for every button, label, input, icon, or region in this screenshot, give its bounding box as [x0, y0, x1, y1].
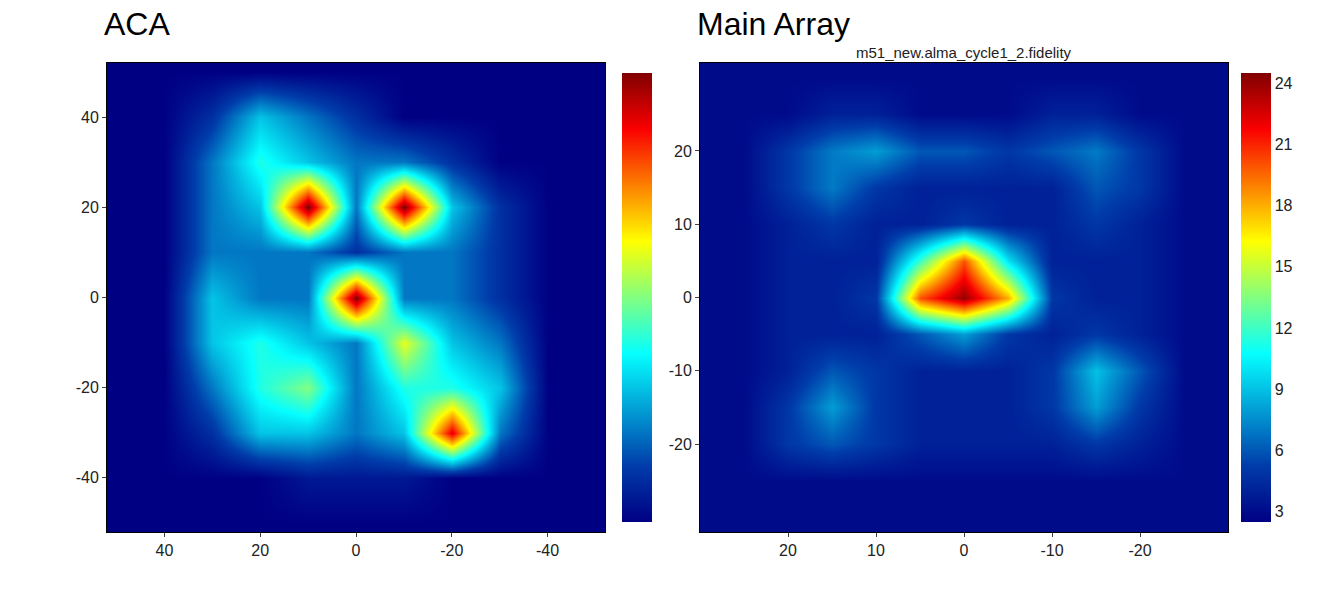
svg-text:20: 20: [251, 542, 269, 559]
svg-text:9: 9: [1275, 381, 1284, 398]
svg-text:m51_new.alma_cycle1_2.fidelity: m51_new.alma_cycle1_2.fidelity: [856, 44, 1072, 61]
svg-text:ACA: ACA: [104, 6, 170, 42]
svg-text:10: 10: [674, 216, 692, 233]
svg-text:21: 21: [1275, 136, 1293, 153]
svg-text:-10: -10: [669, 362, 692, 379]
svg-text:-20: -20: [76, 379, 99, 396]
svg-text:-20: -20: [440, 542, 463, 559]
svg-text:6: 6: [1275, 442, 1284, 459]
svg-text:20: 20: [674, 143, 692, 160]
svg-text:3: 3: [1275, 503, 1284, 520]
svg-text:-20: -20: [1128, 542, 1151, 559]
svg-text:0: 0: [683, 289, 692, 306]
svg-text:12: 12: [1275, 320, 1293, 337]
svg-text:-40: -40: [536, 542, 559, 559]
svg-text:40: 40: [81, 109, 99, 126]
svg-text:10: 10: [867, 542, 885, 559]
svg-text:20: 20: [779, 542, 797, 559]
svg-text:Main Array: Main Array: [697, 6, 850, 42]
svg-text:18: 18: [1275, 197, 1293, 214]
svg-text:0: 0: [960, 542, 969, 559]
svg-text:24: 24: [1275, 75, 1293, 92]
svg-text:-40: -40: [76, 469, 99, 486]
svg-text:0: 0: [352, 542, 361, 559]
svg-text:40: 40: [156, 542, 174, 559]
svg-text:15: 15: [1275, 258, 1293, 275]
svg-text:-20: -20: [669, 436, 692, 453]
svg-text:-10: -10: [1040, 542, 1063, 559]
svg-text:20: 20: [81, 199, 99, 216]
svg-text:0: 0: [90, 289, 99, 306]
